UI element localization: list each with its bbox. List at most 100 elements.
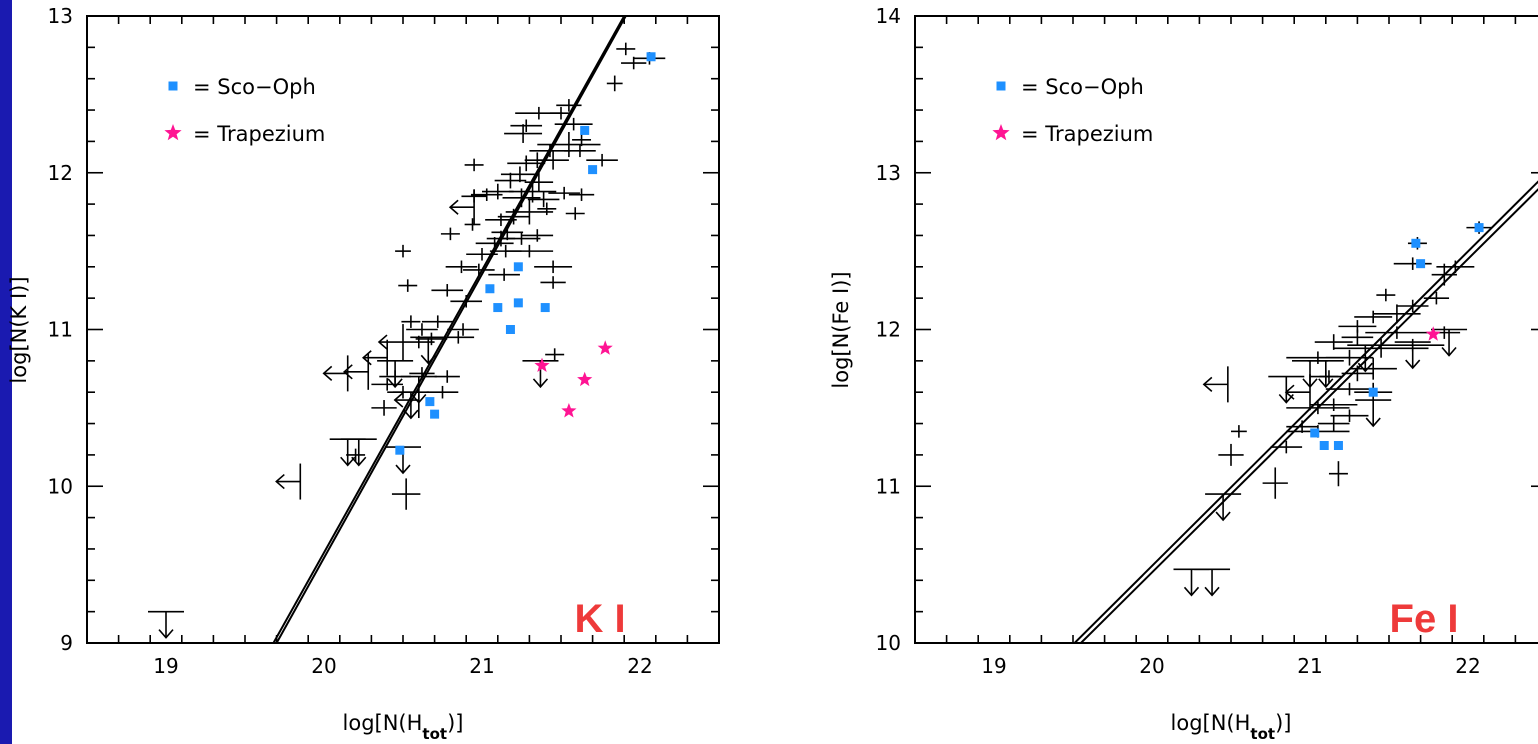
data-point	[1354, 310, 1393, 324]
data-point	[395, 244, 411, 258]
sco-oph-marker	[430, 409, 440, 419]
data-point	[537, 131, 601, 158]
legend-marker-sco-oph	[996, 81, 1006, 91]
plot-area	[148, 16, 666, 643]
data-point	[434, 370, 460, 383]
limit-arrowhead	[448, 199, 459, 215]
data-point	[510, 119, 543, 132]
data-point	[502, 232, 541, 245]
trapezium-marker	[561, 403, 577, 418]
fit-line	[1073, 180, 1538, 643]
left-limit	[1284, 374, 1311, 411]
trapezium-marker	[1425, 326, 1441, 341]
y-tick-label: 10	[48, 474, 73, 498]
panel-tag: K I	[574, 597, 625, 641]
data-point	[1330, 409, 1369, 422]
data-point	[616, 42, 636, 56]
upper-limit	[1347, 344, 1384, 373]
y-tick-label: 11	[876, 474, 901, 498]
x-axis-label: log[N(Htot)]	[343, 711, 464, 743]
x-tick-label: 21	[1297, 654, 1322, 678]
x-axis-label-end: )]	[1275, 711, 1291, 735]
data-point	[415, 332, 448, 346]
data-point	[1325, 382, 1374, 396]
data-point	[1431, 263, 1457, 286]
panel-fei-background	[826, 0, 1538, 744]
upper-limit	[1173, 568, 1210, 597]
limit-arrowhead	[343, 364, 353, 380]
x-axis-label-main: log[N(H	[343, 711, 423, 735]
data-point	[554, 117, 593, 131]
data-point	[568, 188, 595, 201]
data-point	[431, 284, 464, 297]
upper-limit	[1307, 360, 1344, 389]
sco-oph-marker	[513, 298, 523, 308]
data-point	[442, 331, 475, 344]
left-limit	[393, 382, 420, 419]
limit-arrowhead	[420, 354, 436, 365]
y-tick-label: 12	[876, 318, 901, 342]
data-point	[440, 227, 460, 241]
x-axis-label-end: )]	[447, 711, 463, 735]
y-tick-label: 12	[48, 161, 73, 185]
x-tick-label: 21	[469, 654, 494, 678]
sco-oph-marker	[1416, 259, 1426, 269]
data-point	[470, 188, 503, 201]
panel-tag: Fe I	[1390, 597, 1459, 641]
legend-marker-trapezium	[164, 124, 182, 141]
x-tick-label: 19	[981, 654, 1006, 678]
data-point	[497, 208, 530, 225]
upper-limit	[410, 336, 447, 365]
data-point	[537, 202, 557, 216]
x-tick-label: 20	[1139, 654, 1164, 678]
data-point	[524, 152, 550, 169]
data-point	[565, 207, 585, 220]
upper-limit	[1194, 568, 1231, 597]
left-limit	[322, 355, 349, 392]
sco-oph-marker	[1474, 223, 1484, 233]
limit-arrowhead	[351, 456, 367, 467]
y-axis-label: log[N(K I)]	[7, 276, 31, 383]
data-point	[1365, 326, 1429, 339]
data-point	[1270, 440, 1303, 454]
data-point	[1314, 334, 1353, 350]
data-point	[401, 315, 421, 328]
left-limit	[1202, 366, 1229, 403]
upper-limit	[148, 610, 184, 639]
limit-arrowhead	[158, 629, 174, 639]
limit-arrowhead	[1365, 417, 1381, 428]
data-point	[371, 400, 397, 416]
x-axis-label: log[N(Htot)]	[1171, 711, 1292, 743]
data-point	[606, 75, 623, 92]
panel-ki-background	[12, 0, 826, 744]
data-point	[391, 478, 421, 510]
limit-arrowhead	[1204, 586, 1220, 597]
y-tick-label: 10	[876, 631, 901, 655]
limit-arrowhead	[1441, 346, 1457, 357]
data-point	[507, 155, 546, 172]
data-point	[488, 268, 520, 281]
legend-label-sco-oph: = Sco−Oph	[1021, 75, 1144, 99]
limit-arrowhead	[340, 456, 356, 467]
data-point	[464, 218, 481, 231]
x-axis-label-sub: tot	[422, 725, 447, 743]
data-point	[548, 186, 580, 200]
data-point	[398, 279, 418, 292]
upper-limit	[1355, 399, 1392, 428]
upper-limit	[377, 360, 414, 389]
data-point	[1286, 401, 1350, 415]
sco-oph-marker	[1333, 440, 1343, 450]
limit-arrowhead	[1284, 384, 1295, 400]
data-point	[447, 323, 479, 336]
data-point	[1231, 425, 1247, 438]
legend-label-trapezium: = Trapezium	[1021, 122, 1153, 146]
limit-arrowhead	[1318, 378, 1334, 389]
data-point	[502, 188, 541, 208]
data-point	[485, 213, 517, 227]
data-point	[491, 224, 524, 241]
x-tick-label: 22	[627, 654, 652, 678]
limit-arrowhead	[1183, 586, 1200, 597]
limit-arrowhead	[395, 464, 411, 475]
limit-arrowhead	[1202, 376, 1213, 392]
